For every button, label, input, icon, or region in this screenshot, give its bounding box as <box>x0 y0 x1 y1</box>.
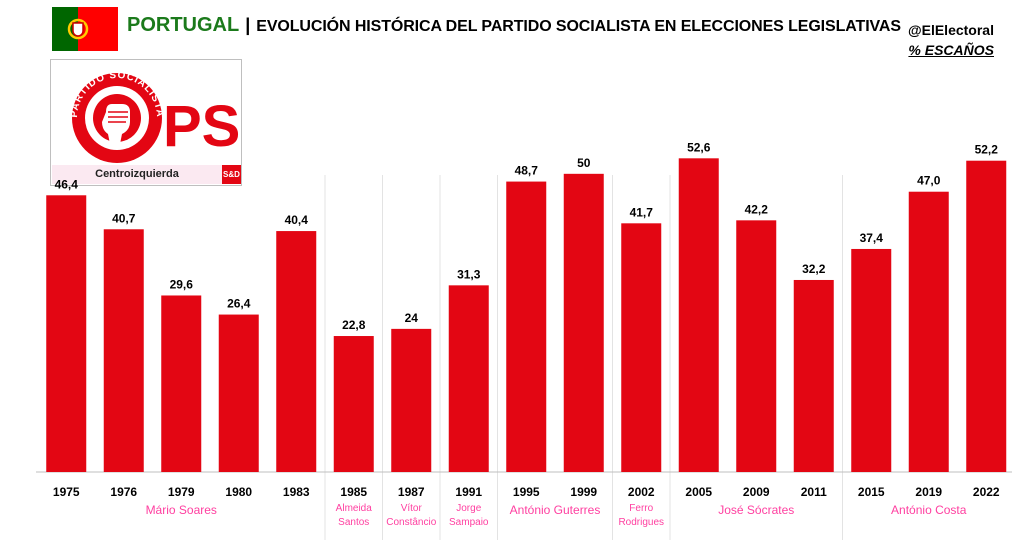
chart-title: PORTUGAL | EVOLUCIÓN HISTÓRICA DEL PARTIDO… <box>127 14 901 37</box>
value-label-1975: 46,4 <box>55 177 79 191</box>
year-label-1999: 1999 <box>570 485 597 499</box>
value-label-1976: 40,7 <box>112 211 136 225</box>
leader-label-5: Ferro Rodrigues <box>618 503 664 528</box>
bar-1980 <box>218 314 259 472</box>
bar-2015 <box>851 248 892 472</box>
year-label-2005: 2005 <box>685 485 712 499</box>
year-label-2011: 2011 <box>801 485 827 499</box>
year-label-1991: 1991 <box>455 485 482 499</box>
bars-layer <box>46 158 1007 472</box>
value-label-1983: 40,4 <box>285 213 309 227</box>
bar-2019 <box>908 191 949 472</box>
leader-label-2: Vítor Constâncio <box>386 503 436 528</box>
value-labels-layer: 46,4 40,7 29,6 26,4 40,4 22,8 24 31,3 48,7 50 41,7… <box>55 140 999 332</box>
bar-1985 <box>333 336 374 472</box>
value-label-2015: 37,4 <box>860 231 884 245</box>
bar-2022 <box>966 160 1007 472</box>
source-handle: @ElElectoral <box>907 22 994 38</box>
bar-2009 <box>736 220 777 472</box>
year-label-2022: 2022 <box>973 485 1000 499</box>
year-label-2019: 2019 <box>915 485 942 499</box>
leader-label-1: Almeida Santos <box>336 503 373 528</box>
value-label-1980: 26,4 <box>227 297 251 311</box>
leader-label-3: Jorge Sampaio <box>449 503 489 528</box>
leader-label-7: António Costa <box>891 503 967 517</box>
eu-group-badge: S&D <box>222 165 241 184</box>
leader-labels-layer: Mário Soares Almeida Santos Vítor Constâncio… <box>146 503 967 528</box>
bar-1999 <box>563 173 604 472</box>
year-label-1983: 1983 <box>283 485 310 499</box>
value-label-1985: 22,8 <box>342 318 366 332</box>
year-label-1987: 1987 <box>398 485 425 499</box>
value-label-2005: 52,6 <box>687 140 711 154</box>
bar-1983 <box>276 231 317 472</box>
party-logo: PARTIDO SOCIALISTA PS <box>69 70 240 163</box>
leader-label-0: Mário Soares <box>146 503 217 517</box>
year-label-2009: 2009 <box>743 485 770 499</box>
ideology-label: Centroizquierda <box>52 165 222 184</box>
year-label-2015: 2015 <box>858 485 885 499</box>
country-name: PORTUGAL <box>127 14 240 36</box>
source-block: @ElElectoral % ESCAÑOS <box>908 20 994 60</box>
value-label-1995: 48,7 <box>515 164 539 178</box>
title-text: EVOLUCIÓN HISTÓRICA DEL PARTIDO SOCIALIS… <box>256 18 901 35</box>
value-label-2009: 42,2 <box>745 202 769 216</box>
bar-1987 <box>391 328 432 472</box>
value-label-2019: 47,0 <box>917 174 941 188</box>
metric-label: % ESCAÑOS <box>908 42 994 58</box>
bar-1976 <box>103 229 144 472</box>
leader-label-4: António Guterres <box>510 503 601 517</box>
year-label-2002: 2002 <box>628 485 655 499</box>
year-label-1979: 1979 <box>168 485 195 499</box>
value-label-1991: 31,3 <box>457 267 481 281</box>
bar-1995 <box>506 181 547 472</box>
year-label-1976: 1976 <box>110 485 137 499</box>
bar-1979 <box>161 295 202 472</box>
value-label-2022: 52,2 <box>975 143 999 157</box>
year-labels-layer: 1975 1976 1979 1980 1983 1985 1987 1991 1995 1999… <box>53 485 1000 499</box>
leader-separators <box>324 175 843 540</box>
year-label-1980: 1980 <box>225 485 252 499</box>
bar-2005 <box>678 158 719 472</box>
bar-1991 <box>448 285 489 472</box>
leader-label-6: José Sócrates <box>718 503 794 517</box>
bar-1975 <box>46 195 87 472</box>
value-label-2011: 32,2 <box>802 262 826 276</box>
value-label-1979: 29,6 <box>170 277 194 291</box>
bar-2011 <box>793 279 834 472</box>
party-logo-panel: PARTIDO SOCIALISTA PS Centroizquierda S&… <box>50 59 242 186</box>
bar-2002 <box>621 223 662 472</box>
value-label-1987: 24 <box>405 311 419 325</box>
value-label-2002: 41,7 <box>630 205 654 219</box>
year-label-1975: 1975 <box>53 485 80 499</box>
value-label-1999: 50 <box>577 156 591 170</box>
portugal-flag-icon <box>52 7 118 51</box>
title-separator: | <box>245 15 251 35</box>
year-label-1985: 1985 <box>340 485 367 499</box>
logo-acronym: PS <box>163 94 240 159</box>
year-label-1995: 1995 <box>513 485 540 499</box>
